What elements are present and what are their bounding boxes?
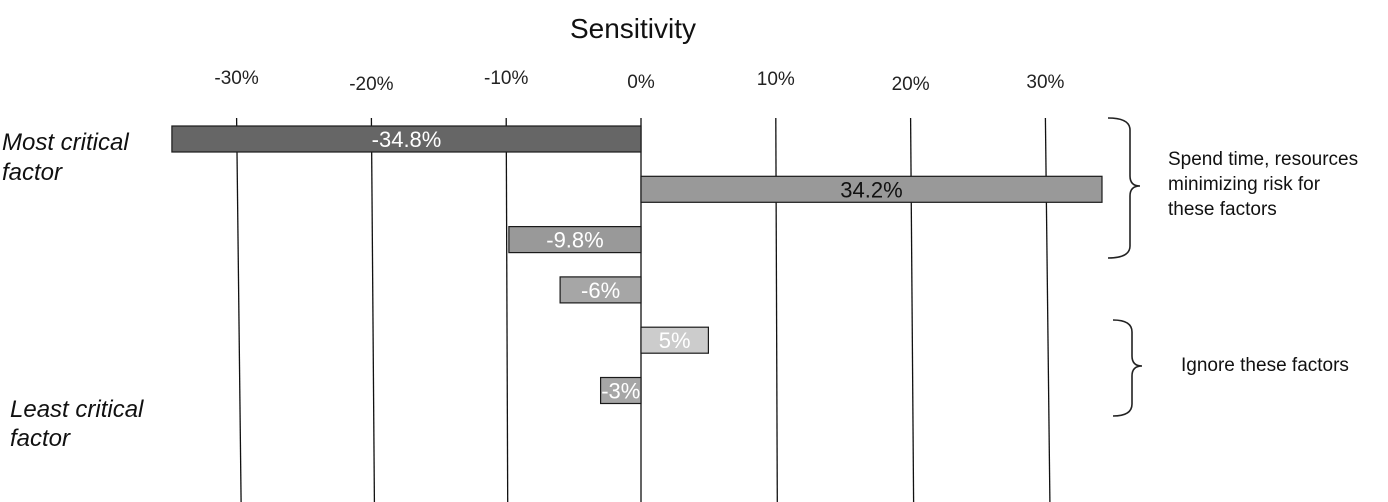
- annotation-top-line-2: minimizing risk for: [1168, 174, 1321, 195]
- bar-value-label-0: -34.8%: [372, 127, 442, 152]
- bar-value-label-1: 34.2%: [840, 177, 902, 202]
- annotation-bottom: Ignore these factors: [1181, 355, 1349, 376]
- x-axis-ticks: -30% -20% -10% 0% 10% 20% 30%: [214, 68, 1064, 95]
- bar-0: [171, 125, 642, 153]
- row-label-bottom: Least critical factor: [10, 396, 144, 452]
- annotation-top-line-3: these factors: [1168, 199, 1277, 220]
- x-tick-label-4: 10%: [757, 69, 795, 90]
- annotation-top: Spend time, resources minimizing risk fo…: [1168, 149, 1358, 220]
- bar-2: [508, 226, 642, 254]
- bar-value-label-2: -9.8%: [546, 228, 603, 253]
- gridline-2: [505, 117, 509, 502]
- annotation-top-line-1: Spend time, resources: [1168, 149, 1358, 170]
- bar-1: [640, 175, 1103, 203]
- x-tick-label-2: -10%: [484, 68, 528, 89]
- bar-3: [559, 276, 642, 304]
- x-tick-label-1: -20%: [349, 74, 393, 95]
- row-label-top-line-2: factor: [2, 159, 63, 186]
- gridline-0: [235, 117, 242, 502]
- bar-value-label-5: -3%: [601, 379, 640, 404]
- chart-title: Sensitivity: [570, 13, 696, 44]
- bar-5: [599, 376, 642, 405]
- bottom-brace: [1112, 319, 1143, 417]
- x-tick-label-0: -30%: [214, 68, 258, 89]
- bars: -34.8% 34.2% -9.8% -6% 5% -3%: [171, 125, 1103, 405]
- row-label-bottom-line-2: factor: [10, 425, 71, 452]
- gridline-6: [1044, 117, 1051, 502]
- row-label-bottom-line-1: Least critical: [10, 396, 144, 423]
- gridline-5: [909, 117, 915, 502]
- bar-value-label-3: -6%: [581, 278, 620, 303]
- top-brace: [1107, 117, 1141, 259]
- gridline-4: [775, 117, 778, 502]
- bar-4: [640, 326, 710, 354]
- row-label-top: Most critical factor: [2, 129, 129, 186]
- x-tick-label-3: 0%: [627, 72, 655, 93]
- row-label-top-line-1: Most critical: [2, 129, 129, 156]
- gridlines: [235, 117, 1051, 502]
- bar-value-label-4: 5%: [659, 328, 691, 353]
- gridline-1: [370, 117, 376, 502]
- x-tick-label-5: 20%: [892, 74, 930, 95]
- x-tick-label-6: 30%: [1026, 72, 1064, 93]
